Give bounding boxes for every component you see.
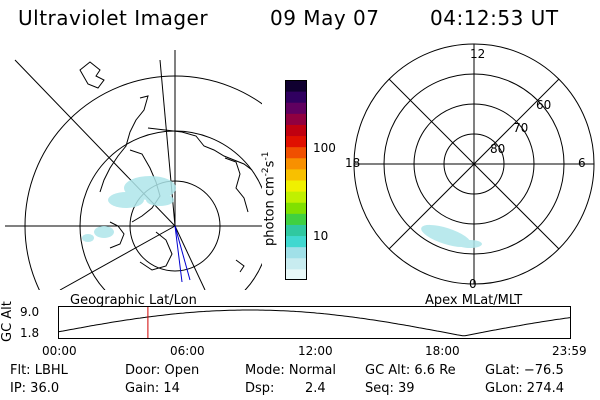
- gc-alt-ytick-low: 1.8: [20, 326, 40, 340]
- colorbar-band: [285, 213, 307, 225]
- status-dsp-value: 2.4: [305, 381, 326, 396]
- colorbar-band: [285, 235, 307, 248]
- mlt-label-6: 6: [578, 156, 586, 170]
- satellite-track-line: [174, 225, 191, 281]
- gc-alt-xtick-1800: 18:00: [425, 344, 460, 358]
- gc-alt-chart-frame: [58, 306, 571, 339]
- colorbar-band: [285, 102, 307, 114]
- mlt-label-18: 18: [345, 156, 361, 170]
- colorbar-tick-100: 100: [313, 141, 336, 155]
- coastline: [99, 95, 149, 193]
- colorbar: [285, 80, 307, 280]
- colorbar-band: [285, 135, 307, 148]
- colorbar-band: [285, 157, 307, 170]
- gc-alt-axis-title: GC Alt: [0, 301, 15, 342]
- apex-panel-label: Apex MLat/MLT: [425, 293, 523, 308]
- status-gain: Gain: 14: [125, 381, 180, 396]
- geographic-map-panel: [5, 50, 262, 290]
- colorbar-band: [285, 168, 307, 181]
- apex-polar-panel: [353, 43, 595, 285]
- gc-alt-xtick-0600: 06:00: [170, 344, 205, 358]
- colorbar-band: [285, 124, 307, 137]
- colorbar-band: [285, 246, 307, 259]
- aurora-emission: [421, 224, 482, 248]
- colorbar-band: [285, 80, 307, 92]
- geographic-panel-label: Geographic Lat/Lon: [70, 293, 197, 308]
- colorbar-band: [285, 268, 307, 280]
- status-glon: GLon: 274.4: [485, 381, 565, 396]
- colorbar-tick-10: 10: [313, 229, 329, 243]
- mlat-label-60: 60: [536, 98, 552, 112]
- colorbar-band: [285, 224, 307, 237]
- time-label: 04:12:53 UT: [430, 6, 559, 30]
- gc-alt-ytick-high: 9.0: [20, 305, 40, 319]
- status-seq: Seq: 39: [365, 381, 415, 396]
- coastline: [224, 157, 249, 213]
- gc-alt-xtick-1200: 12:00: [298, 344, 333, 358]
- status-mode: Mode: Normal: [245, 363, 336, 378]
- mlat-label-80: 80: [490, 142, 506, 156]
- gc-alt-curve: [58, 309, 571, 337]
- date-label: 09 May 07: [270, 6, 380, 30]
- colorbar-band: [285, 146, 307, 159]
- mlt-label-0: 0: [469, 277, 477, 291]
- coastline: [147, 127, 253, 171]
- colorbar-frame: [285, 80, 307, 280]
- colorbar-band: [285, 202, 307, 214]
- mlt-label-12: 12: [470, 47, 486, 61]
- gc-alt-xtick-2359: 23:59: [552, 344, 587, 358]
- gc-alt-xtick-0000: 00:00: [42, 344, 77, 358]
- colorbar-band: [285, 180, 307, 192]
- mlt-line-diagonal: [388, 78, 560, 250]
- aurora-emission: [82, 176, 176, 242]
- mlat-label-70: 70: [513, 121, 529, 135]
- coastline: [139, 231, 173, 271]
- status-gc-alt: GC Alt: 6.6 Re: [365, 363, 456, 378]
- instrument-title: Ultraviolet Imager: [18, 6, 209, 30]
- coastline: [79, 61, 105, 89]
- status-ip: IP: 36.0: [10, 381, 60, 396]
- status-door: Door: Open: [125, 363, 200, 378]
- colorbar-band: [285, 113, 307, 125]
- meridian-line: [59, 225, 176, 290]
- meridian-line: [174, 225, 206, 290]
- coastline: [109, 221, 125, 249]
- colorbar-band: [285, 191, 307, 203]
- status-dsp-label: Dsp:: [245, 381, 275, 396]
- colorbar-unit-label: photon cm-2s-1: [261, 151, 278, 246]
- coastline: [235, 259, 245, 273]
- status-glat: GLat: −76.5: [485, 363, 564, 378]
- satellite-track-line: [174, 225, 183, 283]
- colorbar-band: [285, 91, 307, 103]
- colorbar-band: [285, 257, 307, 270]
- status-filter: Flt: LBHL: [10, 363, 68, 378]
- gc-alt-chart: [58, 306, 571, 339]
